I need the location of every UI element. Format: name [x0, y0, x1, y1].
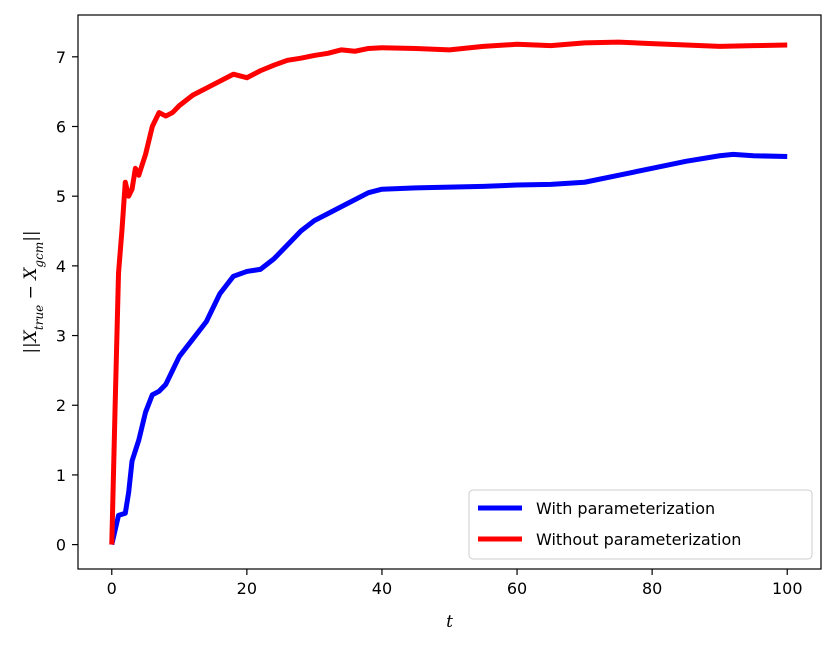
x-tick-label: 80 [642, 579, 662, 598]
y-axis-label-sub1: true [32, 305, 46, 330]
plot-frame [77, 14, 822, 570]
y-tick-label: 2 [56, 396, 66, 415]
y-axis-label: ||Xtrue − Xgcm|| [21, 230, 46, 353]
x-tick-label: 20 [237, 579, 257, 598]
y-tick-label: 6 [56, 117, 66, 136]
x-tick-label: 0 [107, 579, 117, 598]
x-tick-label: 40 [372, 579, 392, 598]
y-axis-ticks: 0 1 2 3 4 5 6 7 [56, 48, 78, 555]
legend: With parameterization Without parameteri… [468, 489, 813, 560]
y-axis-label-suffix: || [21, 230, 41, 241]
x-tick-label: 60 [507, 579, 527, 598]
y-tick-label: 1 [56, 466, 66, 485]
legend-label-without: Without parameterization [536, 530, 741, 549]
y-axis-label-mid: − X [21, 267, 41, 305]
x-axis-label: t [446, 612, 453, 632]
series-layer [109, 39, 788, 546]
y-axis-label-sub2: gcm [32, 242, 46, 268]
y-tick-label: 5 [56, 187, 66, 206]
y-tick-label: 0 [56, 536, 66, 555]
series-line-without-parameterization [109, 39, 788, 545]
y-axis-label-prefix: ||X [21, 329, 41, 353]
series-line-with-parameterization [109, 151, 788, 546]
y-tick-label: 4 [56, 257, 66, 276]
x-tick-label: 100 [772, 579, 803, 598]
legend-label-with: With parameterization [536, 499, 715, 518]
x-axis-ticks: 0 20 40 60 80 100 [107, 569, 803, 598]
y-tick-label: 7 [56, 48, 66, 67]
legend-box [468, 489, 813, 560]
y-tick-label: 3 [56, 327, 66, 346]
